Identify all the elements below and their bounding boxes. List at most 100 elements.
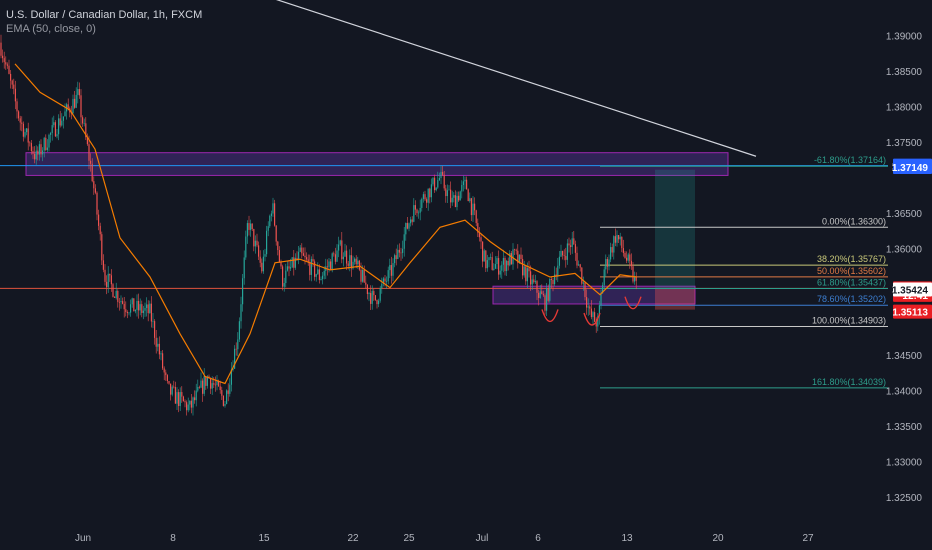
- candle-body: [622, 248, 624, 253]
- candle-body: [370, 293, 372, 304]
- candle-body: [190, 400, 192, 408]
- candle-body: [218, 381, 220, 387]
- candle-body: [587, 306, 589, 308]
- candle-body: [309, 262, 311, 275]
- candle-body: [238, 321, 240, 340]
- price-tick-label-1: 1.38500: [886, 67, 923, 78]
- candle-body: [77, 89, 79, 95]
- candle-body: [64, 111, 66, 117]
- candle-body: [571, 238, 573, 247]
- candle-body: [210, 378, 212, 389]
- candle-body: [294, 257, 296, 268]
- candle-body: [62, 116, 64, 121]
- candle-body: [597, 316, 599, 327]
- candle-body: [158, 343, 160, 355]
- candle-body: [34, 153, 36, 160]
- fib-retracement: -61.80%(1.37164) 0.00%(1.36300) 38.20%(1.3…: [600, 155, 888, 389]
- candle-body: [542, 294, 544, 296]
- candle-body: [546, 288, 548, 311]
- candle-body: [410, 219, 412, 224]
- candle-body: [259, 256, 261, 263]
- price-tick-label-5: 1.36000: [886, 245, 923, 256]
- candle-body: [200, 380, 202, 388]
- candle-body: [232, 368, 234, 370]
- candle-body: [435, 187, 437, 191]
- candle-body: [131, 298, 133, 305]
- candle-body: [450, 189, 452, 203]
- candle-body: [467, 189, 469, 202]
- candle-body: [138, 300, 140, 311]
- candle-body: [198, 386, 200, 388]
- candle-body: [211, 383, 213, 389]
- candle-body: [419, 207, 421, 213]
- zones-layer: [25, 152, 729, 305]
- candle-body: [336, 250, 338, 262]
- candle-body: [16, 101, 18, 112]
- candle-body: [472, 203, 474, 216]
- candle-body: [547, 288, 549, 301]
- candle-body: [563, 255, 565, 257]
- candle-body: [202, 380, 204, 394]
- candle-body: [507, 260, 509, 266]
- fib-level-label-1: 0.00%(1.36300): [822, 216, 886, 226]
- price-tick-label-0: 1.39000: [886, 32, 923, 43]
- candle-body: [528, 268, 530, 272]
- candle-body: [165, 372, 167, 376]
- candle-body: [440, 171, 442, 178]
- candle-body: [178, 392, 180, 407]
- candle-body: [110, 275, 112, 285]
- candle-body: [531, 279, 533, 285]
- candle-body: [331, 253, 333, 271]
- fib-level-label-6: 100.00%(1.34903): [812, 315, 886, 325]
- time-tick-label-1: 8: [170, 533, 176, 544]
- candle-body: [323, 270, 325, 276]
- candle-body: [280, 261, 282, 267]
- candle-body: [181, 392, 183, 397]
- candle-body: [184, 401, 186, 403]
- candle-body: [533, 279, 535, 283]
- candle-body: [98, 214, 100, 226]
- candle-body: [162, 353, 164, 369]
- candle-body: [584, 282, 586, 298]
- candle-body: [136, 300, 138, 310]
- candle-body: [234, 348, 236, 369]
- candle-body: [243, 257, 245, 279]
- candle-body: [326, 266, 328, 268]
- candle-body: [430, 184, 432, 198]
- candle-body: [112, 284, 114, 297]
- candle-body: [394, 255, 396, 264]
- candle-body: [582, 282, 584, 284]
- candle-body: [550, 278, 552, 280]
- candle-body: [122, 301, 124, 304]
- candle-body: [304, 255, 306, 258]
- fib-level-label-0: -61.80%(1.37164): [814, 155, 886, 165]
- candle-body: [168, 381, 170, 384]
- candle-body: [590, 308, 592, 318]
- candle-body: [421, 198, 423, 208]
- candle-body: [483, 250, 485, 262]
- candle-body: [459, 191, 461, 201]
- price-axis[interactable]: 1.39000 1.38500 1.38000 1.37500 1.36500 1.360…: [886, 32, 923, 505]
- candle-body: [442, 171, 444, 175]
- candle-body: [456, 195, 458, 208]
- time-axis[interactable]: Jun 8 15 22 25 Jul 6 13 20 27: [75, 533, 814, 544]
- candle-body: [541, 291, 543, 295]
- ema-line: [14, 63, 638, 385]
- fib-level-label-4: 61.80%(1.35437): [817, 278, 886, 288]
- candle-body: [422, 194, 424, 199]
- candle-body: [498, 258, 500, 275]
- candle-body: [338, 244, 340, 251]
- candle-body: [46, 147, 48, 151]
- candle-body: [589, 306, 591, 309]
- price-tick-label-7: 1.34000: [886, 387, 923, 398]
- candle-body: [126, 312, 128, 314]
- candle-body: [470, 198, 472, 216]
- candle-body: [141, 304, 143, 313]
- candle-body: [355, 258, 357, 265]
- candle-body: [629, 254, 631, 261]
- candle-body: [515, 249, 517, 251]
- candle-body: [205, 376, 207, 386]
- candle-body: [240, 304, 242, 322]
